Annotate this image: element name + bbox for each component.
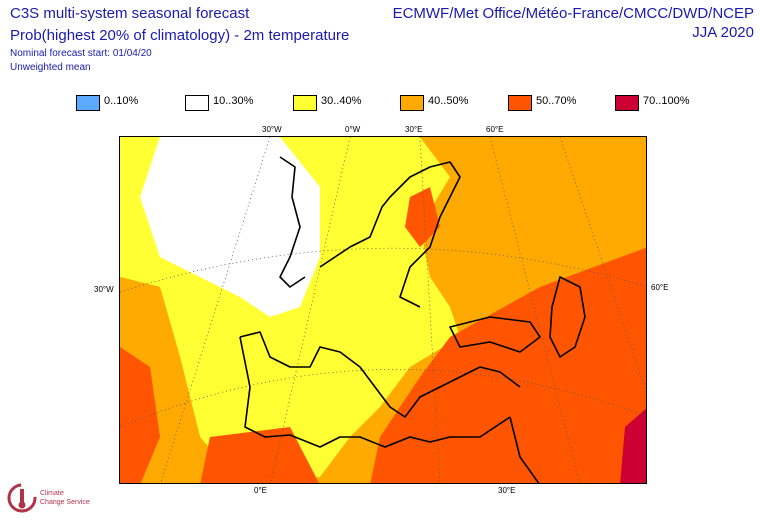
legend-label: 30..40% <box>321 95 362 107</box>
grid-label-top: 0°W <box>345 125 361 134</box>
coastline-red-sea <box>509 416 540 483</box>
grid-label-left: 30°W <box>94 285 114 294</box>
legend: 0..10% 10..30% 30..40% 40..50% 50..70% 7… <box>0 95 760 111</box>
legend-label: 70..100% <box>643 95 690 107</box>
graticule-line <box>120 369 646 428</box>
copernicus-logo: Climate Change Service <box>6 478 102 518</box>
probability-map <box>119 136 647 484</box>
grid-label-right: 60°E <box>651 283 669 292</box>
graticule-line <box>160 137 271 483</box>
legend-label: 50..70% <box>536 95 577 107</box>
grid-label-bottom: 30°E <box>498 486 516 495</box>
coastline-uk <box>279 156 306 288</box>
coastline-mediterranean <box>239 331 521 418</box>
grid-label-top: 30°W <box>262 125 282 134</box>
legend-swatch <box>615 95 639 111</box>
forecast-start: Nominal forecast start: 01/04/20 <box>10 48 152 59</box>
coastlines <box>239 156 586 483</box>
title: C3S multi-system seasonal forecast <box>10 5 250 22</box>
logo-text-line1: Climate <box>40 490 64 497</box>
coastline-black-sea <box>449 316 541 353</box>
season: JJA 2020 <box>692 24 754 41</box>
logo-emblem-icon: Climate Change Service <box>7 483 90 513</box>
field-50-70-west <box>120 347 160 483</box>
legend-swatch <box>508 95 532 111</box>
grid-label-bottom: 0°E <box>254 486 267 495</box>
subtitle: Prob(highest 20% of climatology) - 2m te… <box>10 27 350 44</box>
legend-swatch <box>293 95 317 111</box>
graticule <box>120 137 646 483</box>
field-50-70-scandinavia <box>405 187 440 247</box>
coastline-caspian-sea <box>549 276 586 358</box>
coastline-north-europe <box>319 161 461 308</box>
field-50-70-east <box>370 247 646 483</box>
grid-label-top: 30°E <box>405 125 423 134</box>
mean-type: Unweighted mean <box>10 62 91 73</box>
legend-label: 10..30% <box>213 95 254 107</box>
legend-swatch <box>185 95 209 111</box>
providers: ECMWF/Met Office/Météo-France/CMCC/DWD/N… <box>392 5 754 22</box>
field-50-70-africa <box>200 427 319 483</box>
legend-label: 40..50% <box>428 95 469 107</box>
field-70-100 <box>620 408 646 483</box>
grid-label-top: 60°E <box>486 125 504 134</box>
legend-swatch <box>400 95 424 111</box>
graticule-line <box>559 137 646 393</box>
legend-label: 0..10% <box>104 95 139 107</box>
legend-swatch <box>76 95 100 111</box>
field-10-30 <box>140 137 320 317</box>
map-canvas <box>120 137 646 483</box>
coastline-north-africa <box>239 336 511 448</box>
logo-text-line2: Change Service <box>40 499 90 506</box>
graticule-line <box>120 247 646 293</box>
